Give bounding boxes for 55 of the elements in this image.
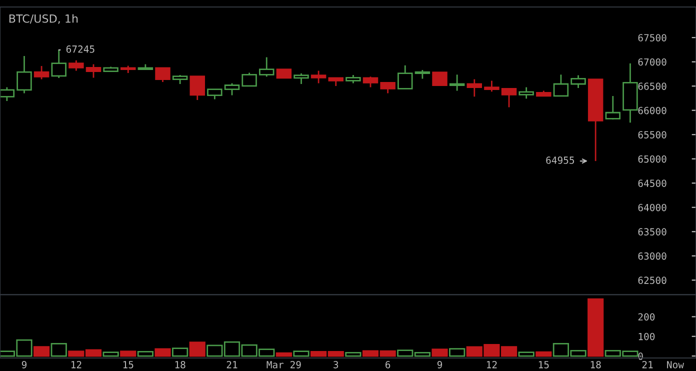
y-tick-label: 66000	[638, 106, 666, 114]
bar	[120, 350, 136, 357]
candlestick	[346, 74, 361, 84]
y-tick-label: 66500	[638, 82, 666, 90]
y-tick-label: 200	[638, 313, 655, 321]
y-tick-label: 67000	[638, 58, 666, 66]
candlestick	[605, 95, 621, 120]
x-tick-label: 9	[22, 361, 27, 368]
x-tick-label: 9	[437, 361, 442, 368]
bar	[154, 348, 171, 357]
x-tick-label: 21	[642, 361, 653, 368]
candlestick	[622, 62, 638, 124]
x-tick-label: 15	[538, 361, 549, 368]
candlestick	[120, 65, 136, 74]
candlestick	[484, 80, 500, 92]
candlestick	[16, 55, 32, 94]
bar	[432, 348, 448, 357]
x-tick-label: 6	[386, 361, 390, 368]
candlestick	[68, 60, 84, 72]
candlestick	[259, 56, 274, 78]
annotation: 64955	[546, 156, 574, 164]
y-tick-label: 62500	[638, 276, 666, 284]
x-tick-label: 18	[590, 361, 601, 368]
y-tick-label: 63500	[638, 228, 666, 236]
candlestick	[570, 74, 586, 89]
candlestick	[518, 86, 534, 100]
x-tick-label: 18	[175, 361, 186, 368]
y-tick-label: 63000	[638, 252, 666, 260]
candlestick	[310, 70, 326, 84]
annotation: 67245	[66, 45, 94, 53]
candlestick	[449, 74, 465, 92]
candlestick	[51, 49, 66, 79]
x-tick-label: Mar 29	[266, 361, 301, 368]
y-tick-label: 64000	[638, 204, 666, 212]
text: BTC/USD, 1h	[9, 14, 78, 24]
bar	[588, 298, 604, 357]
candlestick	[466, 78, 482, 98]
x-tick-label: 12	[71, 361, 82, 368]
x-tick-label: 12	[487, 361, 497, 368]
candlestick	[294, 72, 309, 85]
x-tick-label: 3	[334, 361, 338, 368]
x-tick-label: 21	[226, 361, 238, 368]
y-tick-label: 64500	[638, 180, 666, 187]
y-tick-label: 65500	[638, 131, 666, 138]
y-tick-label: 100	[638, 332, 655, 340]
bar	[276, 352, 292, 357]
candlestick	[172, 74, 188, 85]
candlestick	[0, 86, 15, 102]
bar	[536, 351, 552, 357]
y-tick-label: 67500	[638, 34, 666, 42]
bar	[34, 346, 50, 357]
x-tick-label: Now	[667, 361, 684, 368]
y-tick-label: 65000	[638, 155, 666, 163]
x-tick-label: 15	[123, 361, 134, 368]
bar	[189, 342, 206, 357]
